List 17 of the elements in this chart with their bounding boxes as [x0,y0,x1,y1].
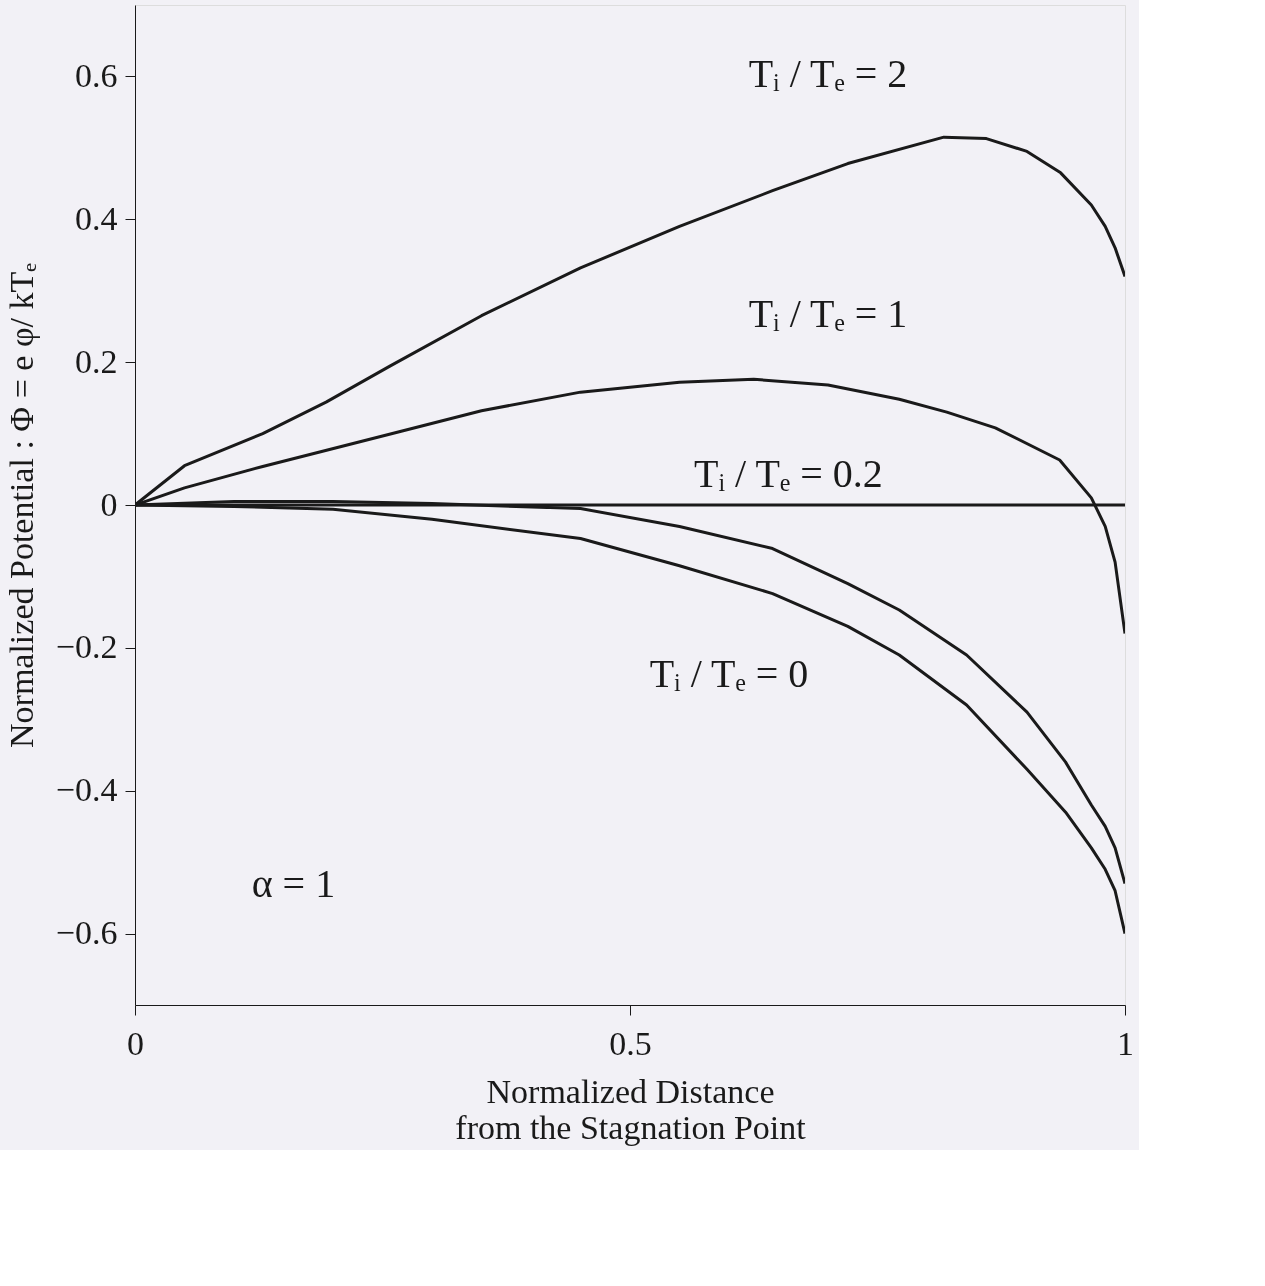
series-label: Tᵢ / Tₑ = 0.2 [694,451,883,496]
y-tick-label: 0.6 [75,56,118,94]
x-tick-label: 1 [1117,1024,1134,1062]
annotation: α = 1 [251,861,336,906]
x-axis-title: Normalized Distance from the Stagnation Point [455,1072,807,1146]
y-tick-label: 0 [100,485,118,523]
y-tick-label: −0.2 [55,628,118,666]
series-label: Tᵢ / Tₑ = 0 [649,651,809,696]
y-axis-title: Normalized Potential : Φ = e φ/ kTₑ [2,262,40,748]
series-label: Tᵢ / Tₑ = 2 [748,51,908,96]
y-tick-label: −0.6 [55,914,118,952]
x-tick-label: 0.5 [609,1024,652,1062]
y-tick-label: −0.4 [55,771,118,809]
y-tick-label: 0.2 [75,342,118,380]
y-tick-label: 0.4 [75,199,118,237]
series-label: Tᵢ / Tₑ = 1 [748,291,908,336]
x-tick-label: 0 [127,1024,144,1062]
